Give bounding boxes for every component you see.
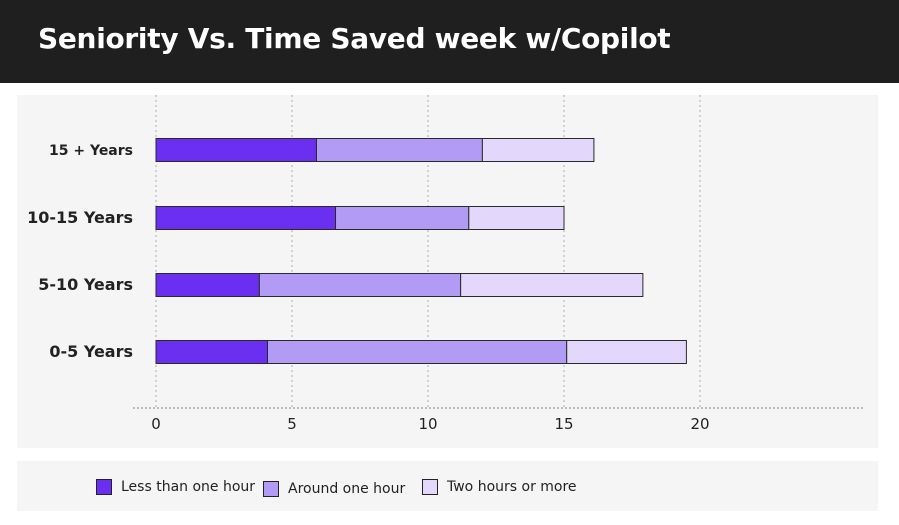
bar-segment bbox=[468, 206, 565, 230]
bar-segment bbox=[315, 138, 483, 162]
plot-panel: 0 5 10 15 20 15 + Years 10-15 Years 5-10 Years 0… bbox=[17, 95, 878, 448]
bar-segment bbox=[155, 340, 269, 364]
legend-item-less-than-one-hour: Less than one hour bbox=[96, 477, 255, 497]
bar-chart: 0 5 10 15 20 15 + Years 10-15 Years 5-10 Years 0… bbox=[27, 95, 863, 433]
bar-segment bbox=[460, 273, 644, 297]
bar-segment bbox=[481, 138, 595, 162]
legend-item-around-one-hour: Around one hour bbox=[263, 479, 405, 499]
bar-segment bbox=[267, 340, 568, 364]
legend-swatch bbox=[96, 479, 112, 495]
legend: Less than one hour Around one hour Two h… bbox=[17, 461, 878, 511]
bar-segment bbox=[155, 206, 337, 230]
legend-swatch bbox=[263, 481, 279, 497]
x-tick-label: 15 bbox=[554, 415, 573, 433]
category-label: 10-15 Years bbox=[27, 208, 133, 227]
legend-label: Two hours or more bbox=[447, 479, 577, 495]
x-tick-label: 10 bbox=[418, 415, 437, 433]
x-tick-label: 20 bbox=[690, 415, 709, 433]
bar-segment bbox=[155, 273, 260, 297]
chart-header: Seniority Vs. Time Saved week w/Copilot bbox=[0, 0, 899, 83]
chart-title: Seniority Vs. Time Saved week w/Copilot bbox=[38, 22, 671, 55]
x-tick-label: 0 bbox=[151, 415, 161, 433]
legend-swatch bbox=[422, 479, 438, 495]
category-label: 0-5 Years bbox=[49, 342, 133, 361]
legend-label: Less than one hour bbox=[121, 479, 256, 495]
bar-segment bbox=[155, 138, 317, 162]
legend-label: Around one hour bbox=[288, 481, 406, 497]
category-label: 15 + Years bbox=[49, 143, 133, 159]
bar-segment bbox=[566, 340, 687, 364]
bar-segment bbox=[335, 206, 470, 230]
category-label: 5-10 Years bbox=[38, 275, 133, 294]
x-tick-label: 5 bbox=[287, 415, 297, 433]
bar-segment bbox=[258, 273, 462, 297]
legend-item-two-hours-or-more: Two hours or more bbox=[422, 477, 577, 497]
